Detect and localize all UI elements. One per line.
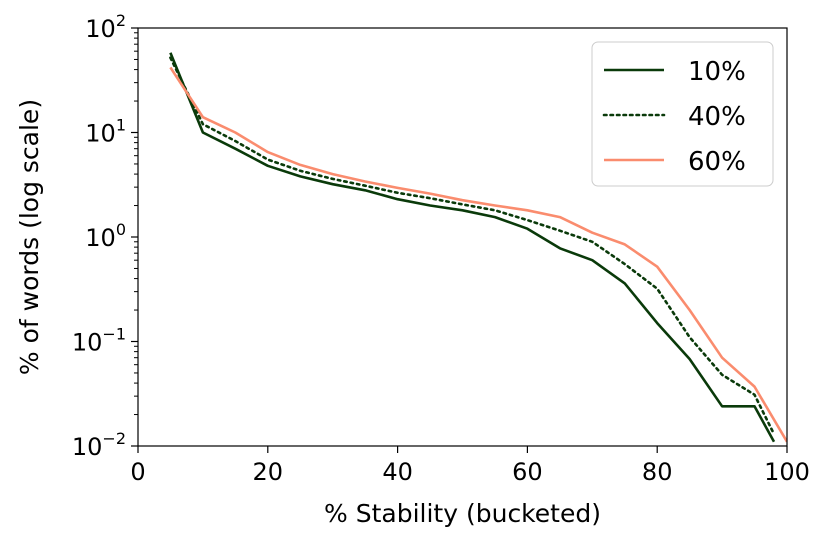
y-tick-base: 10 xyxy=(85,120,116,148)
y-tick-label: 10−1 xyxy=(72,325,126,357)
legend-label: 40% xyxy=(688,102,746,132)
y-axis-label: % of words (log scale) xyxy=(15,99,44,375)
x-tick-label: 20 xyxy=(253,458,284,486)
y-tick-base: 10 xyxy=(85,15,116,43)
y-tick-exponent: 1 xyxy=(116,116,126,135)
x-axis-label: % Stability (bucketed) xyxy=(324,499,601,528)
legend-label: 60% xyxy=(688,147,746,177)
y-tick-exponent: 2 xyxy=(116,11,126,30)
x-axis-ticks: 0 20 40 60 80 100 xyxy=(130,446,810,486)
y-tick-base: 10 xyxy=(72,329,103,357)
y-tick-base: 10 xyxy=(72,433,103,461)
y-tick-exponent: −1 xyxy=(102,325,126,344)
x-tick-label: 100 xyxy=(764,458,810,486)
x-tick-label: 80 xyxy=(642,458,673,486)
y-tick-exponent: 0 xyxy=(116,220,126,239)
legend: 10% 40% 60% xyxy=(591,41,774,187)
x-tick-label: 0 xyxy=(130,458,145,486)
plot-lines xyxy=(169,52,787,443)
y-tick-label: 100 xyxy=(85,220,126,252)
y-tick-label: 101 xyxy=(85,116,126,148)
legend-label: 10% xyxy=(688,57,746,87)
legend-box xyxy=(591,41,774,187)
series-line-10pct xyxy=(169,52,776,443)
y-tick-label: 102 xyxy=(85,11,126,43)
series-line-40pct xyxy=(169,56,776,436)
x-tick-label: 60 xyxy=(512,458,543,486)
y-tick-base: 10 xyxy=(85,224,116,252)
y-tick-label: 10−2 xyxy=(72,429,126,461)
x-tick-label: 40 xyxy=(382,458,413,486)
y-tick-exponent: −2 xyxy=(102,429,126,448)
series-line-60pct xyxy=(169,66,787,443)
